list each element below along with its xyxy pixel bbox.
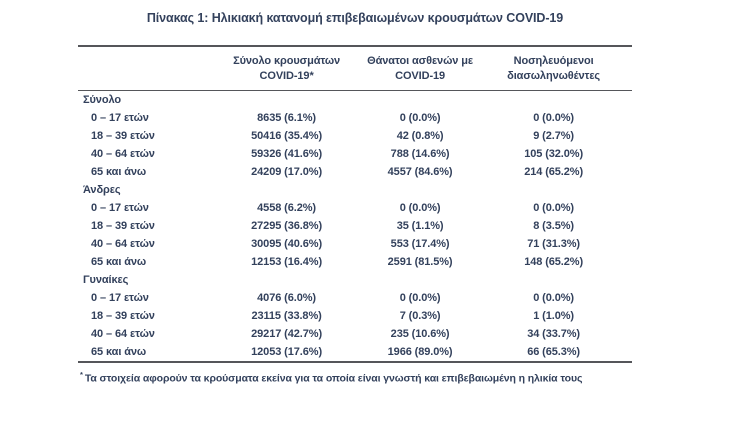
table-row: 40 – 64 ετών 59326 (41.6%) 788 (14.6%) 1… xyxy=(78,145,632,163)
deaths-cell: 0 (0.0%) xyxy=(399,202,441,214)
header-row: Σύνολο κρουσμάτων COVID-19* Θάνατοι ασθε… xyxy=(78,45,632,91)
header-line: COVID-19* xyxy=(259,70,314,82)
age-group-label: 0 – 17 ετών xyxy=(91,202,149,214)
deaths-cell: 788 (14.6%) xyxy=(390,148,450,160)
deaths-cell: 42 (0.8%) xyxy=(396,130,444,142)
table-row: 0 – 17 ετών 4076 (6.0%) 0 (0.0%) 0 (0.0%… xyxy=(78,289,632,307)
header-intubated: Νοσηλευόμενοι διασωληνωθέντες xyxy=(475,45,632,91)
cases-cell: 24209 (17.0%) xyxy=(251,166,323,178)
cases-cell: 59326 (41.6%) xyxy=(251,148,323,160)
age-group-label: 0 – 17 ετών xyxy=(91,292,149,304)
cases-cell: 23115 (33.8%) xyxy=(251,310,322,322)
table-row: 0 – 17 ετών 8635 (6.1%) 0 (0.0%) 0 (0.0%… xyxy=(78,109,632,127)
header-line: COVID-19 xyxy=(395,70,446,82)
table-row: 18 – 39 ετών 50416 (35.4%) 42 (0.8%) 9 (… xyxy=(78,127,632,145)
table-footnote: * Τα στοιχεία αφορούν τα κρούσματα εκείνα… xyxy=(78,368,632,386)
header-line: Θάνατοι ασθενών με xyxy=(367,55,473,67)
footnote-marker: * xyxy=(80,370,83,379)
deaths-cell: 0 (0.0%) xyxy=(399,292,441,304)
intubated-cell: 148 (65.2%) xyxy=(524,256,584,268)
footnote-text: Τα στοιχεία αφορούν τα κρούσματα εκείνα … xyxy=(84,372,583,385)
table-row: 0 – 17 ετών 4558 (6.2%) 0 (0.0%) 0 (0.0%… xyxy=(78,199,632,217)
header-line: Νοσηλευόμενοι xyxy=(513,55,594,67)
cases-cell: 27295 (36.8%) xyxy=(251,220,323,232)
cases-cell: 12053 (17.6%) xyxy=(208,343,365,363)
intubated-cell: 66 (65.3%) xyxy=(475,343,632,363)
age-group-label: 18 – 39 ετών xyxy=(91,130,155,142)
intubated-cell: 1 (1.0%) xyxy=(533,310,574,322)
intubated-cell: 0 (0.0%) xyxy=(533,292,574,304)
cases-cell: 30095 (40.6%) xyxy=(251,238,323,250)
intubated-cell: 34 (33.7%) xyxy=(527,328,580,340)
report-table-section: Πίνακας 1: Ηλικιακή κατανομή επιβεβαιωμέ… xyxy=(78,0,632,386)
header-total-cases: Σύνολο κρουσμάτων COVID-19* xyxy=(208,45,365,91)
age-group-label: 65 και άνω xyxy=(91,166,147,178)
table-header: Σύνολο κρουσμάτων COVID-19* Θάνατοι ασθε… xyxy=(78,45,632,91)
table-row: 18 – 39 ετών 23115 (33.8%) 7 (0.3%) 1 (1… xyxy=(78,307,632,325)
intubated-cell: 0 (0.0%) xyxy=(533,112,574,124)
intubated-cell: 105 (32.0%) xyxy=(524,148,584,160)
age-distribution-table: Σύνολο κρουσμάτων COVID-19* Θάνατοι ασθε… xyxy=(78,45,632,363)
header-deaths: Θάνατοι ασθενών με COVID-19 xyxy=(364,45,476,91)
table-row: 40 – 64 ετών 29217 (42.7%) 235 (10.6%) 3… xyxy=(78,325,632,343)
table-row: 65 και άνω 12053 (17.6%) 1966 (89.0%) 66… xyxy=(78,343,632,363)
age-group-label: 40 – 64 ετών xyxy=(91,148,155,160)
intubated-cell: 214 (65.2%) xyxy=(524,166,584,178)
table-row: 18 – 39 ετών 27295 (36.8%) 35 (1.1%) 8 (… xyxy=(78,217,632,235)
age-group-label: 40 – 64 ετών xyxy=(91,238,155,250)
header-line: διασωληνωθέντες xyxy=(507,70,601,82)
deaths-cell: 235 (10.6%) xyxy=(390,328,450,340)
section-row-total: Σύνολο xyxy=(78,91,632,110)
age-group-label: 0 – 17 ετών xyxy=(91,112,149,124)
deaths-cell: 0 (0.0%) xyxy=(399,112,441,124)
age-group-label: 18 – 39 ετών xyxy=(91,310,155,322)
age-group-label: 18 – 39 ετών xyxy=(91,220,155,232)
section-label: Άνδρες xyxy=(83,184,121,196)
deaths-cell: 35 (1.1%) xyxy=(396,220,444,232)
table-row: 40 – 64 ετών 30095 (40.6%) 553 (17.4%) 7… xyxy=(78,235,632,253)
section-label: Γυναίκες xyxy=(83,274,129,286)
deaths-cell: 1966 (89.0%) xyxy=(364,343,476,363)
deaths-cell: 4557 (84.6%) xyxy=(387,166,453,178)
cases-cell: 8635 (6.1%) xyxy=(257,112,316,124)
cases-cell: 4076 (6.0%) xyxy=(257,292,316,304)
header-empty-cell xyxy=(78,45,209,91)
intubated-cell: 71 (31.3%) xyxy=(527,238,580,250)
section-row-women: Γυναίκες xyxy=(78,271,632,289)
cases-cell: 4558 (6.2%) xyxy=(257,202,316,214)
intubated-cell: 9 (2.7%) xyxy=(533,130,574,142)
section-row-men: Άνδρες xyxy=(78,181,632,199)
age-group-label: 40 – 64 ετών xyxy=(91,328,155,340)
deaths-cell: 2591 (81.5%) xyxy=(387,256,453,268)
intubated-cell: 8 (3.5%) xyxy=(533,220,574,232)
cases-cell: 50416 (35.4%) xyxy=(251,130,323,142)
header-line: Σύνολο κρουσμάτων xyxy=(233,55,341,67)
cases-cell: 12153 (16.4%) xyxy=(251,256,323,268)
table-row: 65 και άνω 12153 (16.4%) 2591 (81.5%) 14… xyxy=(78,253,632,271)
section-label: Σύνολο xyxy=(83,94,121,106)
deaths-cell: 7 (0.3%) xyxy=(399,310,441,322)
cases-cell: 29217 (42.7%) xyxy=(251,328,323,340)
deaths-cell: 553 (17.4%) xyxy=(390,238,450,250)
table-row: 65 και άνω 24209 (17.0%) 4557 (84.6%) 21… xyxy=(78,163,632,181)
age-group-label: 65 και άνω xyxy=(91,256,147,268)
table-title: Πίνακας 1: Ηλικιακή κατανομή επιβεβαιωμέ… xyxy=(146,11,564,25)
table-body: Σύνολο 0 – 17 ετών 8635 (6.1%) 0 (0.0%) … xyxy=(78,91,632,363)
age-group-label: 65 και άνω xyxy=(78,343,209,363)
intubated-cell: 0 (0.0%) xyxy=(533,202,574,214)
